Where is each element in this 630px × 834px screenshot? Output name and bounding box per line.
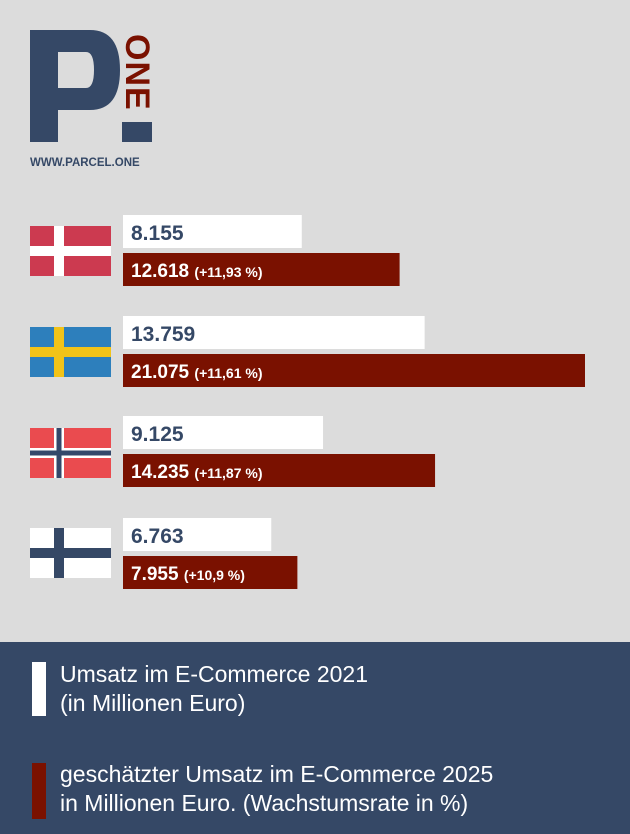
legend-swatch-2021	[32, 662, 46, 716]
legend-2025-line2: in Millionen Euro. (Wachstumsrate in %)	[60, 790, 469, 816]
value-label-2021: 6.763	[131, 525, 184, 548]
legend-2021-line1: Umsatz im E-Commerce 2021	[60, 661, 369, 687]
bar-2025-denmark-flag	[123, 253, 400, 286]
growth-label: (+11,87 %)	[194, 465, 262, 481]
growth-label: (+11,93 %)	[194, 264, 262, 280]
value-label-2025: 7.955 (+10,9 %)	[131, 564, 245, 585]
value-label-2021: 13.759	[131, 323, 195, 346]
growth-label: (+10,9 %)	[184, 567, 245, 583]
bar-2021-finland-flag	[123, 518, 272, 551]
bar-2025-sweden-flag	[123, 354, 585, 387]
growth-label: (+11,61 %)	[194, 365, 262, 381]
legend-swatch-2025	[32, 763, 46, 819]
finland-flag	[30, 528, 111, 578]
value-label-2025: 12.618 (+11,93 %)	[131, 261, 263, 282]
legend-2021-line2: (in Millionen Euro)	[60, 690, 246, 716]
legend: Umsatz im E-Commerce 2021 (in Millionen …	[0, 642, 630, 834]
sweden-flag	[30, 327, 111, 377]
ecommerce-bar-chart: 8.155 12.618 (+11,93 %) 13.759 21.075 (+11,…	[30, 215, 585, 589]
logo-url: WWW.PARCEL.ONE	[30, 157, 140, 169]
bars: 8.155 12.618 (+11,93 %) 13.759 21.075 (+11,…	[123, 215, 585, 589]
value-label-2025: 21.075 (+11,61 %)	[131, 362, 263, 383]
value-label-2021: 9.125	[131, 423, 184, 446]
bar-2021-denmark-flag	[123, 215, 302, 248]
logo-square	[122, 122, 152, 142]
norway-flag	[30, 428, 111, 478]
logo-p-letter	[30, 30, 120, 142]
legend-label-2021: Umsatz im E-Commerce 2021 (in Millionen …	[60, 660, 620, 718]
denmark-flag	[30, 226, 111, 276]
legend-2025-line1: geschätzter Umsatz im E-Commerce 2025	[60, 761, 494, 787]
parcel-one-logo: ONE WWW.PARCEL.ONE	[30, 30, 156, 169]
value-label-2025: 14.235 (+11,87 %)	[131, 462, 263, 483]
flags	[30, 226, 111, 578]
bar-2021-norway-flag	[123, 416, 324, 449]
value-label-2021: 8.155	[131, 222, 184, 245]
bar-2025-finland-flag	[123, 556, 298, 589]
bar-2025-norway-flag	[123, 454, 436, 487]
bar-2021-sweden-flag	[123, 316, 425, 349]
logo-one-text: ONE	[118, 34, 156, 111]
legend-label-2025: geschätzter Umsatz im E-Commerce 2025 in…	[60, 760, 620, 818]
